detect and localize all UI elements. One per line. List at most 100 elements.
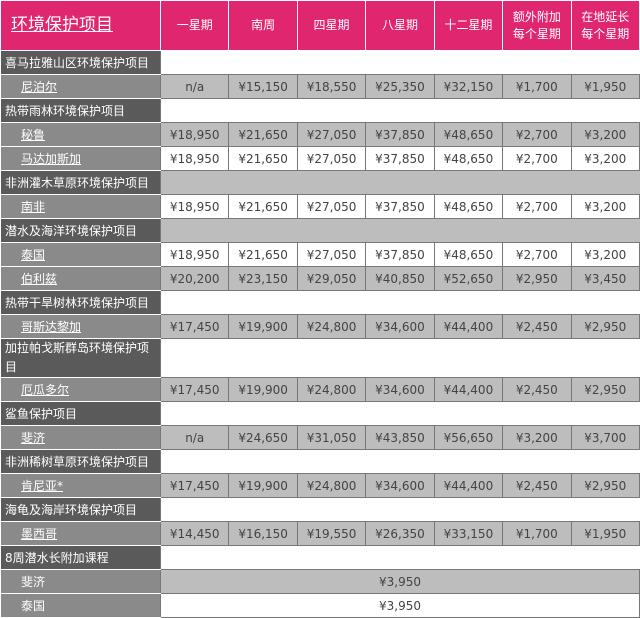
price-cell: ¥37,850 — [365, 242, 435, 267]
empty-cell — [160, 50, 640, 75]
col-header: 南周 — [228, 0, 298, 51]
country-cell[interactable]: 伯利兹 — [0, 266, 161, 291]
country-link[interactable]: 南非 — [21, 200, 46, 214]
price-cell: ¥2,950 — [570, 377, 640, 402]
country-cell[interactable]: 肯尼亚* — [0, 473, 161, 498]
empty-cell — [160, 290, 640, 315]
empty-cell — [160, 98, 640, 123]
price-cell: ¥31,050 — [296, 425, 367, 450]
table-title-link[interactable]: 环境保护项目 — [11, 15, 113, 35]
country-link[interactable]: 秘鲁 — [21, 128, 46, 142]
country-cell[interactable]: 斐济 — [0, 425, 161, 450]
price-cell: ¥2,700 — [502, 242, 572, 267]
price-cell: ¥14,450 — [159, 521, 230, 546]
price-cell: ¥29,050 — [296, 266, 367, 291]
price-cell: ¥18,950 — [159, 242, 230, 267]
price-cell: ¥40,850 — [365, 266, 435, 291]
country-link[interactable]: 墨西哥 — [21, 527, 58, 541]
table-title[interactable]: 环境保护项目 — [0, 0, 161, 51]
country-cell[interactable]: 墨西哥 — [0, 521, 161, 546]
category-label: 8周潜水长附加课程 — [0, 545, 161, 570]
country-cell[interactable]: 秘鲁 — [0, 122, 161, 147]
category-row: 加拉帕戈斯群岛环境保护项目 — [0, 338, 640, 378]
table-row: 肯尼亚* ¥17,450 ¥19,900 ¥24,800 ¥34,600 ¥44,400 ¥… — [0, 473, 640, 498]
country-cell[interactable]: 厄瓜多尔 — [0, 377, 161, 402]
price-cell: ¥27,050 — [296, 242, 367, 267]
empty-cell — [160, 401, 640, 426]
empty-cell — [160, 338, 640, 378]
price-cell: ¥43,850 — [365, 425, 435, 450]
price-cell: ¥3,200 — [570, 122, 640, 147]
price-cell: ¥48,650 — [433, 242, 504, 267]
price-cell: n/a — [159, 74, 230, 99]
price-cell: ¥18,950 — [159, 146, 230, 171]
country-cell[interactable]: 哥斯达黎加 — [0, 314, 161, 339]
price-cell: ¥3,200 — [570, 242, 640, 267]
col-header: 额外附加 每个星期 — [502, 0, 572, 51]
price-cell: ¥21,650 — [228, 122, 298, 147]
price-cell: ¥1,700 — [502, 74, 572, 99]
price-cell: ¥17,450 — [159, 314, 230, 339]
price-cell: ¥33,150 — [433, 521, 504, 546]
country-label: 斐济 — [0, 569, 161, 594]
table-row: 斐济 ¥3,950 — [0, 569, 640, 594]
category-row: 鲨鱼保护项目 — [0, 401, 640, 426]
country-link[interactable]: 伯利兹 — [21, 272, 58, 286]
price-cell: ¥2,950 — [570, 473, 640, 498]
price-cell: ¥1,700 — [502, 521, 572, 546]
price-cell: ¥3,450 — [570, 266, 640, 291]
table-row: 南非 ¥18,950 ¥21,650 ¥27,050 ¥37,850 ¥48,650 ¥2,… — [0, 194, 640, 219]
price-cell: ¥2,700 — [502, 146, 572, 171]
category-label: 热带干旱树林环境保护项目 — [0, 290, 161, 315]
country-link[interactable]: 哥斯达黎加 — [21, 320, 82, 334]
table-row: 马达加斯加 ¥18,950 ¥21,650 ¥27,050 ¥37,850 ¥48,650… — [0, 146, 640, 171]
country-link[interactable]: 马达加斯加 — [21, 152, 82, 166]
country-link[interactable]: 厄瓜多尔 — [21, 383, 70, 397]
price-cell: ¥21,650 — [228, 146, 298, 171]
col-header: 在地延长 每个星期 — [570, 0, 640, 51]
price-cell: ¥27,050 — [296, 194, 367, 219]
country-link[interactable]: 尼泊尔 — [21, 80, 58, 94]
price-cell: ¥27,050 — [296, 122, 367, 147]
price-cell: ¥19,900 — [228, 473, 298, 498]
category-row: 非洲稀树草原环境保护项目 — [0, 449, 640, 474]
country-link[interactable]: 泰国 — [21, 248, 46, 262]
empty-cell — [160, 449, 640, 474]
price-cell: ¥37,850 — [365, 146, 435, 171]
category-label: 非洲灌木草原环境保护项目 — [0, 170, 161, 195]
price-cell: ¥44,400 — [433, 473, 504, 498]
table-row: 秘鲁 ¥18,950 ¥21,650 ¥27,050 ¥37,850 ¥48,650 ¥2,… — [0, 122, 640, 147]
price-cell: ¥48,650 — [433, 194, 504, 219]
country-link[interactable]: 肯尼亚* — [21, 479, 64, 493]
country-cell[interactable]: 泰国 — [0, 242, 161, 267]
price-cell: ¥2,450 — [502, 314, 572, 339]
price-cell: ¥3,950 — [160, 569, 640, 594]
price-cell: ¥1,950 — [570, 74, 640, 99]
price-cell: ¥2,450 — [502, 473, 572, 498]
price-cell: ¥3,700 — [570, 425, 640, 450]
country-link[interactable]: 斐济 — [21, 431, 46, 445]
category-row: 海龟及海岸环境保护项目 — [0, 497, 640, 522]
price-cell: ¥52,650 — [433, 266, 504, 291]
country-cell[interactable]: 马达加斯加 — [0, 146, 161, 171]
price-cell: ¥3,200 — [570, 146, 640, 171]
price-cell: ¥2,450 — [502, 377, 572, 402]
empty-cell — [160, 545, 640, 570]
table-row: 墨西哥 ¥14,450 ¥16,150 ¥19,550 ¥26,350 ¥33,150 ¥1… — [0, 521, 640, 546]
price-cell: ¥19,550 — [296, 521, 367, 546]
price-cell: ¥18,950 — [159, 194, 230, 219]
price-cell: ¥21,650 — [228, 242, 298, 267]
price-cell: ¥18,550 — [296, 74, 367, 99]
price-cell: ¥15,150 — [228, 74, 298, 99]
country-cell[interactable]: 尼泊尔 — [0, 74, 161, 99]
category-label: 鲨鱼保护项目 — [0, 401, 161, 426]
price-cell: ¥2,700 — [502, 122, 572, 147]
price-cell: ¥20,200 — [159, 266, 230, 291]
table-row: 尼泊尔 n/a ¥15,150 ¥18,550 ¥25,350 ¥32,150 ¥1,700… — [0, 74, 640, 99]
price-cell: ¥48,650 — [433, 146, 504, 171]
country-cell[interactable]: 南非 — [0, 194, 161, 219]
price-cell: ¥32,150 — [433, 74, 504, 99]
price-cell: ¥2,950 — [502, 266, 572, 291]
price-cell: ¥56,650 — [433, 425, 504, 450]
